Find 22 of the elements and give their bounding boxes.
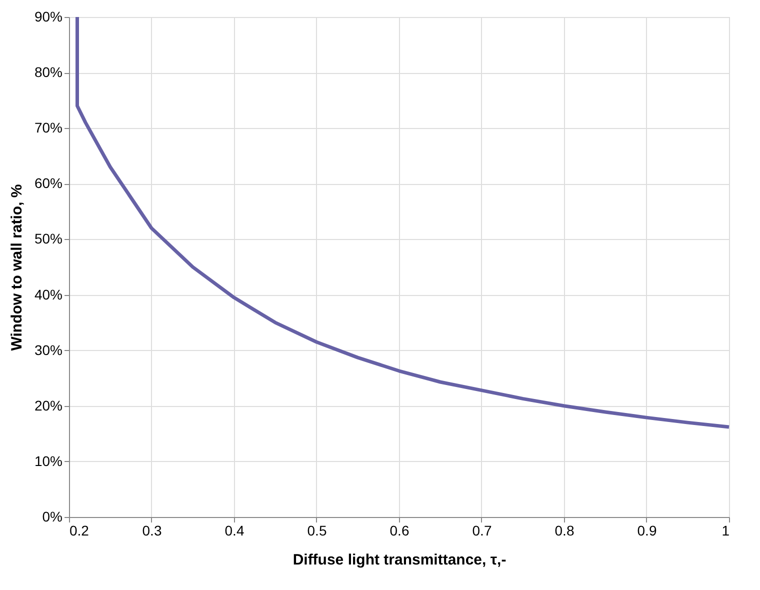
line-series <box>76 15 731 429</box>
x-tick-label: 0.6 <box>390 522 410 538</box>
x-tick-label: 1 <box>722 522 730 538</box>
y-tick-label: 40% <box>34 286 62 302</box>
x-tick-label: 0.5 <box>307 522 327 538</box>
y-tick-label: 30% <box>34 342 62 358</box>
y-tick-label: 0% <box>42 508 62 524</box>
y-tick-label: 20% <box>34 397 62 414</box>
y-axis-title: Window to wall ratio, % <box>8 184 26 351</box>
x-axis-title: Diffuse light transmittance, τ,- <box>292 552 506 568</box>
x-tick-label: 0.8 <box>554 522 574 538</box>
y-tick-label: 50% <box>34 230 62 247</box>
y-tick-label: 10% <box>34 452 62 469</box>
x-tick-label: 0.2 <box>70 522 90 538</box>
x-tick-label: 0.4 <box>224 522 244 538</box>
x-tick-label: 0.9 <box>637 522 657 538</box>
x-tick-label: 0.7 <box>472 522 492 538</box>
y-tick-label: 70% <box>34 120 62 136</box>
y-tick-label: 80% <box>34 64 62 80</box>
x-tick-label: 0.3 <box>142 522 162 538</box>
y-tick-label: 60% <box>34 175 62 192</box>
y-tick-label: 90% <box>34 8 62 24</box>
